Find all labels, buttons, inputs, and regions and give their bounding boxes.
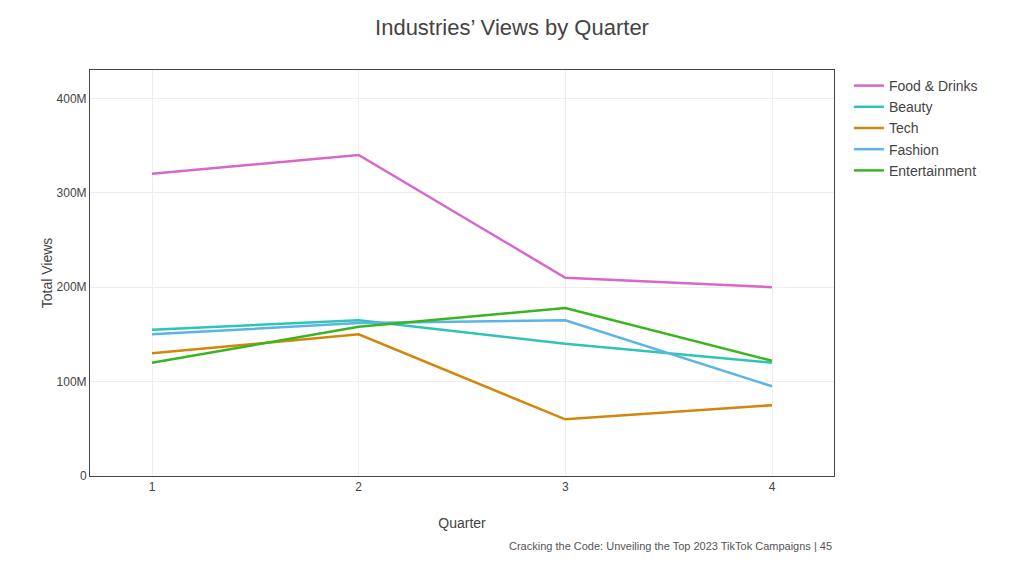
svg-text:4: 4: [769, 480, 776, 494]
svg-text:1: 1: [149, 480, 156, 494]
svg-text:Entertainment: Entertainment: [889, 163, 976, 179]
svg-text:400M: 400M: [57, 92, 87, 106]
svg-text:Tech: Tech: [889, 120, 919, 136]
svg-text:100M: 100M: [57, 375, 87, 389]
svg-text:3: 3: [562, 480, 569, 494]
svg-text:Beauty: Beauty: [889, 99, 933, 115]
svg-text:0: 0: [80, 469, 87, 483]
svg-text:Cracking the Code: Unveiling t: Cracking the Code: Unveiling the Top 202…: [509, 540, 832, 552]
svg-text:200M: 200M: [57, 280, 87, 294]
svg-text:2: 2: [355, 480, 362, 494]
svg-text:300M: 300M: [57, 186, 87, 200]
svg-text:Food & Drinks: Food & Drinks: [889, 78, 978, 94]
svg-text:Total Views: Total Views: [39, 238, 55, 309]
svg-text:Quarter: Quarter: [438, 515, 486, 531]
svg-text:Fashion: Fashion: [889, 142, 939, 158]
svg-text:Industries’ Views by Quarter: Industries’ Views by Quarter: [375, 15, 649, 40]
